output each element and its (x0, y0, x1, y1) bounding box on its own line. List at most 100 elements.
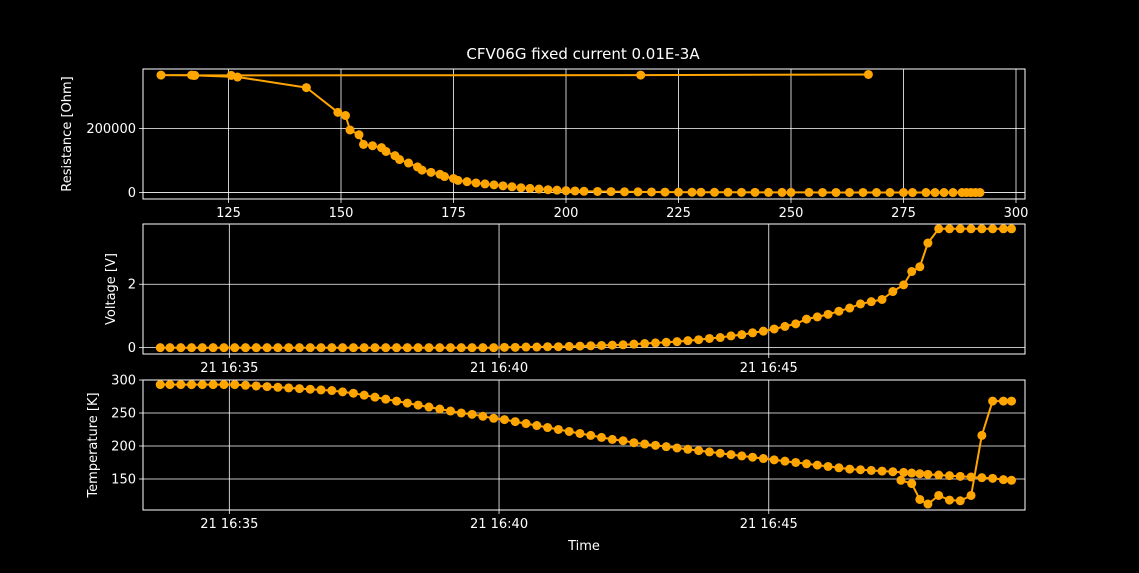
voltage-data-point (998, 224, 1008, 234)
resistance-data-point (899, 188, 908, 198)
temperature-data-point (672, 443, 682, 453)
temperature-y-tick-label: 250 (111, 406, 136, 421)
temperature-data-point (944, 471, 954, 481)
temperature-data-point (845, 464, 855, 474)
resistance-x-tick-label: 150 (329, 206, 354, 221)
resistance-x-tick-label: 125 (216, 206, 241, 221)
voltage-data-point (165, 343, 175, 353)
temperature-data-point (284, 383, 294, 393)
voltage-data-point (661, 337, 671, 347)
resistance-panel: 125 150 175 200 225 250 275 300 0 200000 Resistanc… (60, 68, 1028, 221)
voltage-data-point (392, 343, 402, 353)
temperature-data-point (855, 465, 865, 475)
temperature-x-tick-label: 21 16:35 (200, 517, 258, 532)
voltage-data-point (915, 262, 925, 272)
voltage-data-point (553, 342, 563, 352)
voltage-data-point (812, 312, 822, 322)
temperature-data-point (923, 499, 933, 509)
temperature-x-axis-label: Time (567, 539, 600, 554)
voltage-data-point (877, 294, 887, 304)
temperature-data-point (510, 417, 520, 427)
temperature-data-point (834, 463, 844, 473)
resistance-y-tick-label: 0 (128, 186, 136, 201)
temperature-data-point (998, 396, 1008, 406)
resistance-data-point (341, 111, 350, 121)
voltage-data-point (607, 340, 617, 350)
resistance-data-point (636, 70, 646, 80)
resistance-data-point (579, 186, 589, 196)
resistance-data-point (674, 187, 683, 197)
temperature-data-point (812, 460, 822, 470)
resistance-data-point (687, 187, 697, 197)
resistance-data-point (345, 125, 355, 135)
voltage-data-point (955, 224, 965, 234)
temperature-data-point (758, 454, 768, 464)
voltage-y-axis-label: Voltage [V] (104, 253, 119, 325)
voltage-data-point (348, 343, 358, 353)
resistance-data-point (359, 139, 368, 149)
resistance-x-tick-label: 275 (891, 206, 916, 221)
resistance-data-point (908, 188, 917, 198)
voltage-data-point (823, 309, 833, 319)
resistance-data-point (633, 187, 643, 197)
temperature-data-point (424, 402, 434, 412)
temperature-data-point (176, 380, 186, 390)
resistance-data-point (333, 107, 343, 117)
voltage-data-point (899, 280, 909, 290)
voltage-data-point (424, 343, 434, 353)
voltage-data-point (456, 343, 466, 353)
voltage-data-point (726, 331, 736, 341)
resistance-data-point (818, 187, 827, 197)
voltage-data-point (273, 343, 283, 353)
temperature-data-point (305, 384, 315, 394)
temperature-data-point (683, 444, 693, 454)
temperature-data-point (915, 469, 925, 479)
temperature-data-point (737, 451, 747, 461)
temperature-data-point (499, 415, 509, 425)
temperature-data-point (977, 473, 987, 483)
voltage-data-point (855, 299, 865, 309)
temperature-data-point (915, 494, 925, 504)
voltage-data-point (155, 343, 165, 353)
resistance-data-point (233, 72, 242, 82)
voltage-data-point (780, 321, 790, 331)
temperature-data-point (955, 471, 965, 481)
resistance-x-tick-label: 175 (441, 206, 466, 221)
voltage-data-point (791, 319, 801, 329)
temperature-data-point (521, 419, 531, 429)
resistance-data-point (737, 187, 746, 197)
resistance-y-tick-label: 200000 (86, 122, 136, 137)
voltage-x-tick-label: 21 16:45 (740, 361, 798, 376)
voltage-data-point (586, 341, 596, 351)
voltage-data-point (359, 343, 369, 353)
resistance-data-point (417, 165, 427, 175)
temperature-data-point (866, 465, 876, 475)
temperature-data-point (294, 384, 304, 394)
voltage-data-point (176, 343, 186, 353)
resistance-data-point (723, 187, 733, 197)
resistance-data-point (831, 187, 841, 197)
temperature-data-point (955, 496, 965, 506)
temperature-data-point (1007, 396, 1017, 406)
resistance-data-point (525, 183, 535, 193)
resistance-data-point (489, 180, 499, 190)
resistance-data-point (930, 188, 940, 198)
voltage-data-point (467, 343, 477, 353)
temperature-data-point (348, 388, 358, 398)
temperature-data-point (694, 446, 704, 456)
voltage-data-point (370, 343, 380, 353)
resistance-data-point (156, 70, 166, 80)
temperature-data-point (802, 459, 812, 469)
voltage-data-point (478, 343, 488, 353)
resistance-data-point (939, 188, 949, 198)
temperature-data-point (988, 396, 998, 406)
resistance-data-point (660, 187, 670, 197)
temperature-data-point (456, 408, 466, 418)
voltage-data-point (251, 343, 261, 353)
temperature-panel: 21 16:35 21 16:40 21 16:45 150 200 250 300 Temp… (86, 374, 1026, 554)
voltage-data-point (618, 340, 628, 350)
resistance-data-point (872, 187, 881, 197)
temperature-data-point (1007, 475, 1017, 485)
temperature-data-point (715, 448, 725, 458)
voltage-data-point (977, 224, 987, 234)
